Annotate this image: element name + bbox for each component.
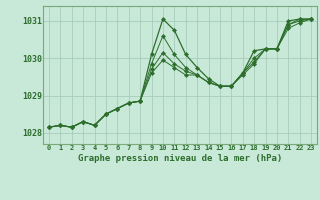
X-axis label: Graphe pression niveau de la mer (hPa): Graphe pression niveau de la mer (hPa) [78,154,282,163]
